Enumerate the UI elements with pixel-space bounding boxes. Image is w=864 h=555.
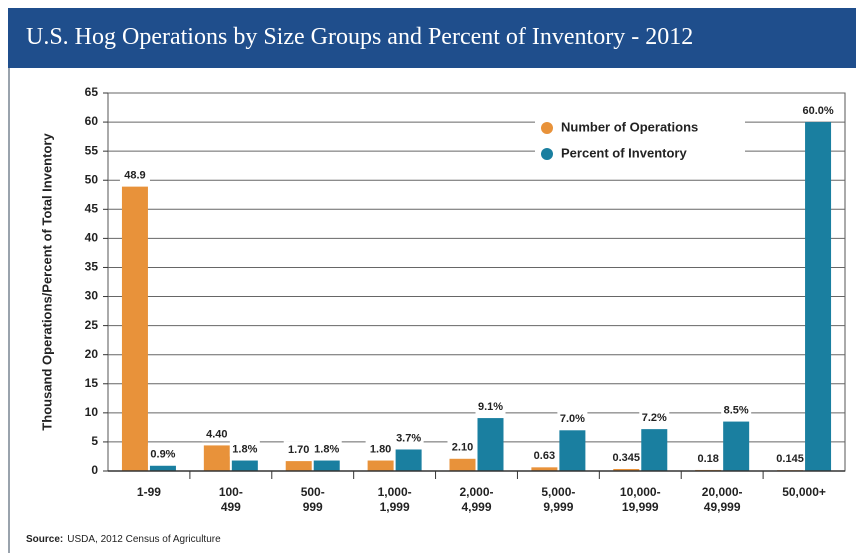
- value-label: 3.7%: [396, 432, 421, 444]
- bar-bg: [393, 429, 424, 446]
- y-tick-label: 40: [85, 231, 99, 245]
- bar: [231, 460, 258, 471]
- bar-bg: [229, 440, 260, 457]
- source-text: USDA, 2012 Census of Agriculture: [67, 534, 221, 545]
- y-tick-label: 30: [85, 289, 99, 303]
- y-tick-label: 50: [85, 172, 99, 186]
- bar: [367, 460, 394, 471]
- chart-title: U.S. Hog Operations by Size Groups and P…: [26, 24, 694, 50]
- value-label: 2.10: [452, 442, 473, 454]
- bar-bg: [475, 398, 506, 415]
- bar: [477, 418, 504, 471]
- y-tick-label: 60: [85, 114, 99, 128]
- x-tick-label: 1,000- 1,999: [377, 485, 412, 514]
- bar-bg: [639, 409, 670, 426]
- y-tick-label: 5: [91, 434, 98, 448]
- y-tick-label: 65: [85, 85, 99, 99]
- legend-label: Number of Operations: [561, 119, 698, 134]
- x-tick-label: 5,000- 9,999: [541, 485, 576, 514]
- legend-swatch: [541, 148, 553, 160]
- bar-bg: [721, 401, 752, 418]
- value-label: 0.345: [613, 452, 641, 464]
- legend-label: Percent of Inventory: [561, 145, 687, 160]
- bar-bg: [365, 440, 396, 457]
- x-tick-label: 50,000+: [782, 485, 826, 499]
- x-tick-label: 100- 499: [218, 485, 243, 514]
- bar-bg: [611, 448, 642, 465]
- value-label: 1.8%: [232, 443, 257, 455]
- source: Source: USDA, 2012 Census of Agriculture: [26, 534, 221, 545]
- bar-bg: [775, 450, 806, 467]
- bar: [395, 449, 422, 471]
- bar: [149, 465, 176, 471]
- value-label: 1.80: [370, 443, 391, 455]
- bar-bg: [119, 166, 150, 183]
- legend-swatch: [541, 122, 553, 134]
- bar-bg: [693, 449, 724, 466]
- bar: [613, 468, 640, 471]
- source-label: Source:: [26, 534, 64, 545]
- bar: [121, 186, 148, 471]
- bar: [313, 460, 340, 471]
- bar: [531, 467, 558, 471]
- bar-bg: [557, 410, 588, 427]
- bar-bg: [201, 425, 232, 442]
- bar: [449, 458, 476, 471]
- x-tick-label: 1-99: [136, 485, 161, 499]
- x-tick-label: 20,000- 49,999: [701, 485, 743, 514]
- y-tick-label: 35: [85, 260, 99, 274]
- header: U.S. Hog Operations by Size Groups and P…: [8, 8, 856, 68]
- y-tick-label: 20: [85, 347, 99, 361]
- y-tick-label: 25: [85, 318, 99, 332]
- x-tick-label: 2,000- 4,999: [459, 485, 494, 514]
- bar-bg: [529, 447, 560, 464]
- x-tick-label: 500- 999: [300, 485, 325, 514]
- bar-bg: [283, 441, 314, 458]
- bar-bg: [147, 445, 178, 462]
- bar: [723, 421, 750, 471]
- bar-bg: [311, 440, 342, 457]
- y-tick-label: 10: [85, 405, 99, 419]
- bar: [203, 445, 230, 471]
- bar: [641, 429, 668, 471]
- legend-bg: [535, 116, 745, 166]
- bar-bg: [803, 102, 834, 119]
- value-label: 0.145: [776, 453, 804, 465]
- value-label: 0.63: [534, 450, 555, 462]
- value-label: 8.5%: [724, 404, 749, 416]
- value-label: 9.1%: [478, 401, 503, 413]
- frame: [8, 8, 856, 553]
- y-tick-label: 0: [91, 463, 98, 477]
- y-axis-label: Thousand Operations/Percent of Total Inv…: [39, 133, 54, 431]
- value-label: 1.70: [288, 444, 309, 456]
- value-label: 0.9%: [150, 449, 175, 461]
- bar: [559, 430, 586, 471]
- y-tick-label: 15: [85, 376, 99, 390]
- bar: [285, 461, 312, 471]
- y-tick-label: 55: [85, 143, 99, 157]
- value-label: 4.40: [206, 428, 227, 440]
- value-label: 60.0%: [802, 105, 833, 117]
- value-label: 7.0%: [560, 413, 585, 425]
- value-label: 1.8%: [314, 443, 339, 455]
- x-tick-label: 10,000- 19,999: [619, 485, 661, 514]
- y-tick-label: 45: [85, 201, 99, 215]
- value-label: 0.18: [697, 453, 718, 465]
- value-label: 48.9: [124, 170, 145, 182]
- bar: [805, 122, 832, 472]
- value-label: 7.2%: [642, 412, 667, 424]
- bar-bg: [447, 438, 478, 455]
